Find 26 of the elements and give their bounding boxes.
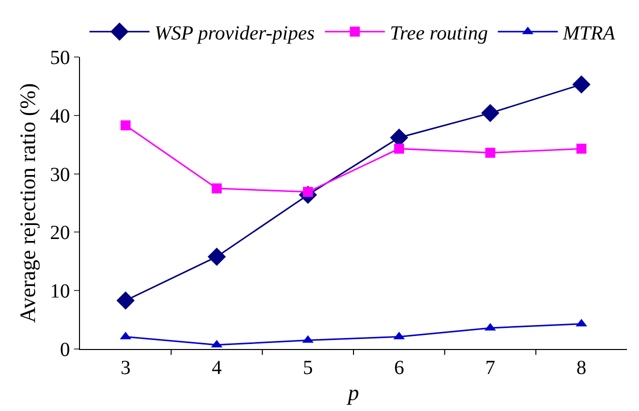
point	[576, 144, 586, 154]
point	[485, 148, 496, 158]
legend-label: Tree routing	[390, 22, 488, 44]
point	[481, 104, 500, 122]
point	[116, 291, 135, 310]
x-tick-label: 3	[120, 357, 131, 379]
y-axis-title: Average rejection ratio (%)	[14, 83, 40, 323]
point	[572, 75, 591, 94]
x-tick-label: 5	[302, 357, 313, 379]
y-tick-label: 20	[50, 222, 70, 244]
x-tick-label: 8	[576, 357, 586, 379]
x-axis-title: p	[346, 380, 359, 405]
point	[212, 183, 222, 194]
legend-label: WSP provider-pipes	[154, 22, 315, 44]
point	[120, 120, 131, 130]
point	[208, 248, 226, 266]
y-tick-label: 50	[50, 47, 70, 69]
y-tick-label: 30	[50, 164, 70, 186]
legend-label: MTRA	[562, 22, 616, 44]
x-tick-label: 4	[212, 357, 222, 379]
y-tick-label: 10	[50, 280, 70, 303]
y-tick-label: 40	[50, 105, 70, 128]
x-tick-label: 6	[394, 357, 404, 379]
x-tick-label: 7	[485, 357, 496, 379]
point	[394, 144, 404, 154]
y-tick-label: 0	[60, 339, 70, 361]
